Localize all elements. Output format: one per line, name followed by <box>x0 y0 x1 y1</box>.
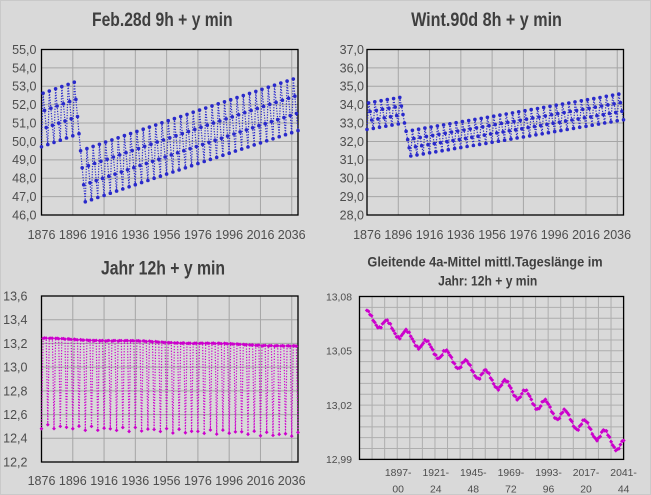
svg-text:54,0: 54,0 <box>12 61 36 75</box>
svg-text:2016: 2016 <box>247 228 275 242</box>
svg-text:Jahr: 12h + y min: Jahr: 12h + y min <box>438 273 537 289</box>
svg-text:1993-: 1993- <box>535 468 562 479</box>
svg-text:12,2: 12,2 <box>3 455 27 469</box>
svg-text:1936: 1936 <box>121 228 149 242</box>
svg-text:1876: 1876 <box>28 228 56 242</box>
svg-text:12,4: 12,4 <box>3 432 27 446</box>
svg-text:51,0: 51,0 <box>12 117 36 131</box>
svg-text:28,0: 28,0 <box>340 208 364 222</box>
svg-text:2036: 2036 <box>278 228 306 242</box>
svg-text:31,0: 31,0 <box>340 153 364 167</box>
svg-text:00: 00 <box>392 485 404 495</box>
svg-text:1896: 1896 <box>384 228 412 242</box>
svg-text:44: 44 <box>618 485 630 495</box>
svg-text:2036: 2036 <box>603 228 631 242</box>
svg-text:1945-: 1945- <box>460 468 487 479</box>
svg-text:13,6: 13,6 <box>3 289 27 303</box>
svg-text:36,0: 36,0 <box>340 61 364 75</box>
svg-text:1936: 1936 <box>447 228 475 242</box>
svg-text:13,08: 13,08 <box>326 292 352 303</box>
svg-text:48: 48 <box>468 485 480 495</box>
svg-text:50,0: 50,0 <box>12 135 36 149</box>
svg-text:2016: 2016 <box>247 474 275 488</box>
svg-text:12,8: 12,8 <box>3 384 27 398</box>
svg-text:1996: 1996 <box>215 228 243 242</box>
svg-text:24: 24 <box>430 485 442 495</box>
svg-text:1976: 1976 <box>184 228 212 242</box>
svg-text:1876: 1876 <box>353 228 381 242</box>
svg-text:Gleitende 4a-Mittel mittl.Tage: Gleitende 4a-Mittel mittl.Tageslänge im <box>367 254 602 269</box>
svg-text:1876: 1876 <box>28 474 56 488</box>
svg-text:1996: 1996 <box>541 228 569 242</box>
svg-text:1956: 1956 <box>478 228 506 242</box>
svg-text:33,0: 33,0 <box>340 117 364 131</box>
svg-text:1916: 1916 <box>90 474 118 488</box>
svg-text:Jahr 12h + y min: Jahr 12h + y min <box>101 257 225 279</box>
svg-text:34,0: 34,0 <box>340 98 364 112</box>
svg-text:1956: 1956 <box>153 474 181 488</box>
svg-text:53,0: 53,0 <box>12 80 36 94</box>
svg-text:1969-: 1969- <box>498 468 525 479</box>
svg-text:12,99: 12,99 <box>326 455 352 466</box>
svg-text:1996: 1996 <box>215 474 243 488</box>
svg-text:Wint.90d 8h + y min: Wint.90d 8h + y min <box>411 9 562 31</box>
svg-text:55,0: 55,0 <box>12 43 36 57</box>
svg-text:2036: 2036 <box>278 474 306 488</box>
svg-text:47,0: 47,0 <box>12 190 36 204</box>
svg-text:48,0: 48,0 <box>12 172 36 186</box>
svg-text:29,0: 29,0 <box>340 190 364 204</box>
svg-text:1921-: 1921- <box>423 468 450 479</box>
svg-text:1956: 1956 <box>153 228 181 242</box>
svg-text:13,0: 13,0 <box>3 361 27 375</box>
svg-text:35,0: 35,0 <box>340 80 364 94</box>
svg-text:1916: 1916 <box>416 228 444 242</box>
svg-text:37,0: 37,0 <box>340 43 364 57</box>
svg-text:1916: 1916 <box>90 228 118 242</box>
svg-text:96: 96 <box>543 485 555 495</box>
svg-text:20: 20 <box>580 485 592 495</box>
svg-text:13,4: 13,4 <box>3 313 27 327</box>
svg-text:1936: 1936 <box>121 474 149 488</box>
svg-text:52,0: 52,0 <box>12 98 36 112</box>
svg-text:Feb.28d 9h + y min: Feb.28d 9h + y min <box>92 9 233 31</box>
svg-text:13,05: 13,05 <box>326 347 352 358</box>
svg-text:2041-: 2041- <box>610 468 637 479</box>
svg-text:72: 72 <box>505 485 517 495</box>
svg-text:13,2: 13,2 <box>3 337 27 351</box>
svg-text:12,6: 12,6 <box>3 408 27 422</box>
svg-text:13,02: 13,02 <box>326 401 352 412</box>
svg-text:2017-: 2017- <box>573 468 600 479</box>
svg-text:2016: 2016 <box>572 228 600 242</box>
svg-text:32,0: 32,0 <box>340 135 364 149</box>
svg-text:49,0: 49,0 <box>12 153 36 167</box>
svg-text:46,0: 46,0 <box>12 208 36 222</box>
svg-text:1897-: 1897- <box>385 468 412 479</box>
svg-text:1896: 1896 <box>59 474 87 488</box>
svg-text:30,0: 30,0 <box>340 172 364 186</box>
svg-text:1976: 1976 <box>184 474 212 488</box>
svg-text:1896: 1896 <box>59 228 87 242</box>
svg-text:1976: 1976 <box>509 228 537 242</box>
